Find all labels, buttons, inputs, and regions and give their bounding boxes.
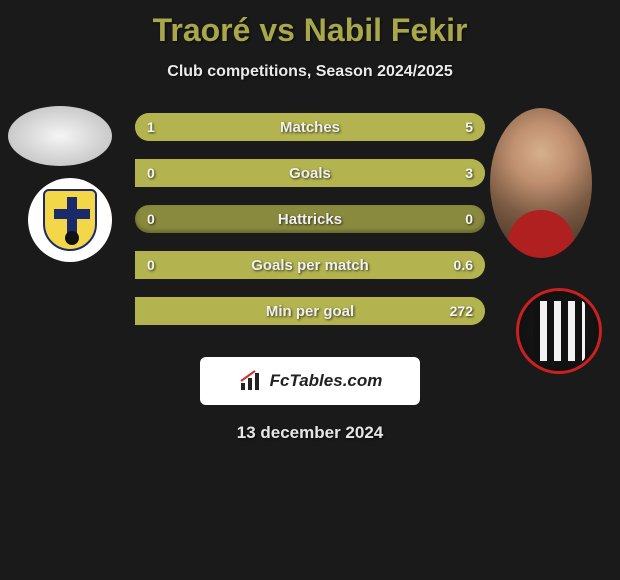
page-title: Traoré vs Nabil Fekir	[0, 0, 620, 49]
club-right-badge	[516, 288, 602, 374]
stat-label: Matches	[280, 119, 340, 136]
stat-bar: 0 3 Goals	[135, 159, 485, 187]
branding-badge: FcTables.com	[200, 357, 420, 405]
stat-bar: 0 0 Hattricks	[135, 205, 485, 233]
stat-value-right: 5	[465, 119, 473, 135]
stat-label: Hattricks	[278, 211, 342, 228]
stat-label: Goals	[289, 165, 331, 182]
stat-value-right: 272	[450, 303, 473, 319]
bar-fill-left	[135, 113, 191, 141]
stat-bar: 0 0.6 Goals per match	[135, 251, 485, 279]
club-left-badge	[28, 178, 112, 262]
stat-value-left: 1	[147, 119, 155, 135]
chart-icon	[238, 369, 262, 393]
stat-value-left: 0	[147, 257, 155, 273]
stat-bar: 1 5 Matches	[135, 113, 485, 141]
stat-value-right: 0.6	[454, 257, 473, 273]
subtitle: Club competitions, Season 2024/2025	[0, 63, 620, 81]
stat-bar: 272 Min per goal	[135, 297, 485, 325]
stripes-icon	[533, 301, 585, 361]
stat-value-right: 0	[465, 211, 473, 227]
date-text: 13 december 2024	[0, 423, 620, 443]
stat-label: Min per goal	[266, 303, 354, 320]
stat-value-left: 0	[147, 165, 155, 181]
player-right-avatar	[490, 108, 592, 258]
stat-value-left: 0	[147, 211, 155, 227]
branding-text: FcTables.com	[270, 371, 383, 391]
stat-label: Goals per match	[251, 257, 369, 274]
shield-icon	[43, 189, 97, 251]
stat-value-right: 3	[465, 165, 473, 181]
player-left-avatar	[8, 106, 112, 166]
